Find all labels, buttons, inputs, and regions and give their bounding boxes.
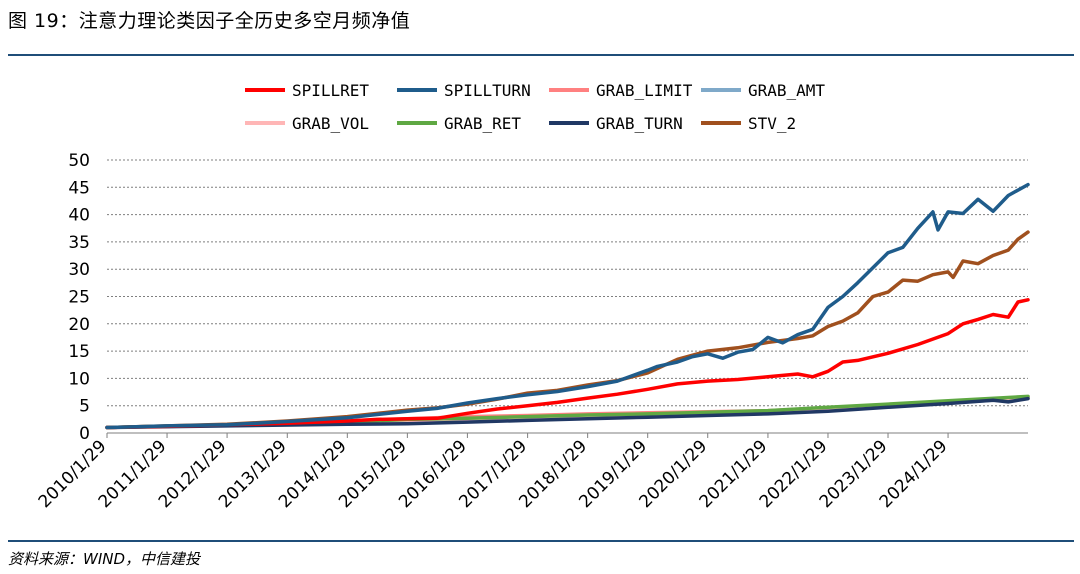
series-line-spillturn — [105, 182, 1030, 430]
y-tick-label: 50 — [68, 151, 90, 171]
legend-label: GRAB_TURN — [596, 114, 683, 133]
legend-label: SPILLRET — [292, 81, 369, 100]
bottom-rule — [8, 540, 1074, 542]
series-lines — [105, 182, 1030, 430]
source-note: 资料来源：WIND，中信建投 — [8, 550, 201, 568]
y-tick-label: 5 — [79, 397, 90, 417]
series-line-stv-2 — [105, 230, 1030, 430]
y-tick-label: 30 — [68, 260, 90, 280]
legend-label: GRAB_VOL — [292, 114, 369, 133]
y-tick-label: 20 — [68, 315, 90, 335]
legend: SPILLRET SPILLTURN GRAB_LIMIT GRAB_AMT GRAB_… — [245, 81, 825, 133]
line-chart: SPILLRET SPILLTURN GRAB_LIMIT GRAB_AMT GRAB_… — [35, 81, 1030, 512]
y-tick-label: 15 — [68, 342, 90, 362]
title-rule — [8, 54, 1074, 56]
legend-label: STV_2 — [748, 114, 796, 133]
y-tick-label: 45 — [68, 178, 90, 198]
y-axis: 0 5 10 15 20 25 30 35 40 45 50 — [68, 151, 90, 444]
gridlines — [107, 159, 1028, 407]
y-tick-label: 35 — [68, 233, 90, 253]
y-tick-label: 40 — [68, 206, 90, 226]
y-tick-label: 0 — [79, 424, 90, 444]
series-line-grab-turn — [105, 396, 1030, 430]
legend-label: GRAB_LIMIT — [596, 81, 693, 100]
series-line-spillret — [105, 298, 1030, 430]
legend-label: GRAB_RET — [444, 114, 521, 133]
legend-label: SPILLTURN — [444, 81, 531, 100]
x-axis: 2010/1/292011/1/292012/1/292013/1/292014… — [35, 432, 1028, 512]
figure-title: 图 19：注意力理论类因子全历史多空月频净值 — [8, 10, 411, 32]
y-tick-label: 25 — [68, 288, 90, 308]
y-tick-label: 10 — [68, 369, 90, 389]
legend-label: GRAB_AMT — [748, 81, 825, 100]
